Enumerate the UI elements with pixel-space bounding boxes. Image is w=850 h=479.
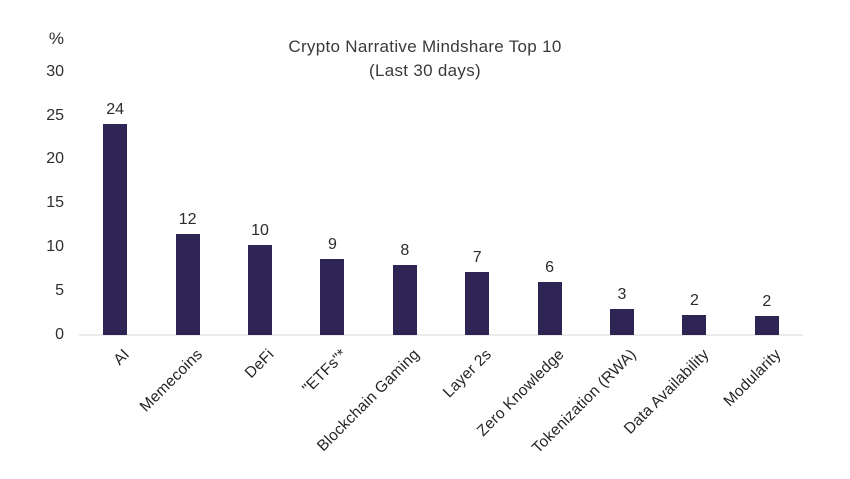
y-tick-label-10: 10 [46,238,64,256]
bar-value-label-memecoins: 12 [178,211,197,228]
bar-value-label-ai: 24 [106,101,125,118]
y-tick-label-0: 0 [55,326,64,343]
y-tick-label-30: 30 [46,62,64,80]
x-axis-line [79,334,803,336]
chart-title: Crypto Narrative Mindshare Top 10 (Last … [0,35,850,83]
bar-value-label-etfs: 9 [327,236,337,253]
x-tick-label-layer-2s: Layer 2s [440,346,496,402]
bar-layer-2s [465,272,490,335]
chart-title-line2: (Last 30 days) [369,61,481,80]
bar-etfs [320,259,345,335]
y-tick-label-20: 20 [46,150,64,168]
bar-modularity [754,316,779,335]
x-tick-label-etfs: "ETFs"* [299,346,351,398]
y-tick-label-25: 25 [46,106,64,124]
bar-value-label-data-availability: 2 [689,292,699,309]
x-tick-label-defi: DeFi [242,346,279,382]
x-tick-label-modularity: Modularity [720,346,785,410]
bar-value-label-blockchain-gaming: 8 [400,242,410,259]
bar-blockchain-gaming [392,265,417,335]
x-tick-label-ai: AI [110,346,134,369]
y-axis-unit-label: % [48,29,64,48]
bar-value-label-tokenization-rwa: 3 [617,286,627,303]
bar-value-label-defi: 10 [251,222,269,239]
bar-value-label-zero-knowledge: 6 [545,259,555,276]
bar-zero-knowledge [537,282,562,335]
bar-memecoins [175,234,200,335]
bar-data-availability [682,315,707,335]
bar-ai [103,124,128,335]
chart-title-line1: Crypto Narrative Mindshare Top 10 [288,37,562,56]
bar-tokenization-rwa [610,309,634,335]
x-tick-label-memecoins: Memecoins [136,346,206,416]
y-tick-label-15: 15 [46,194,64,212]
bar-defi [248,245,272,335]
bar-value-label-layer-2s: 7 [472,249,482,266]
bar-value-label-modularity: 2 [762,293,772,310]
y-tick-label-5: 5 [55,282,64,300]
